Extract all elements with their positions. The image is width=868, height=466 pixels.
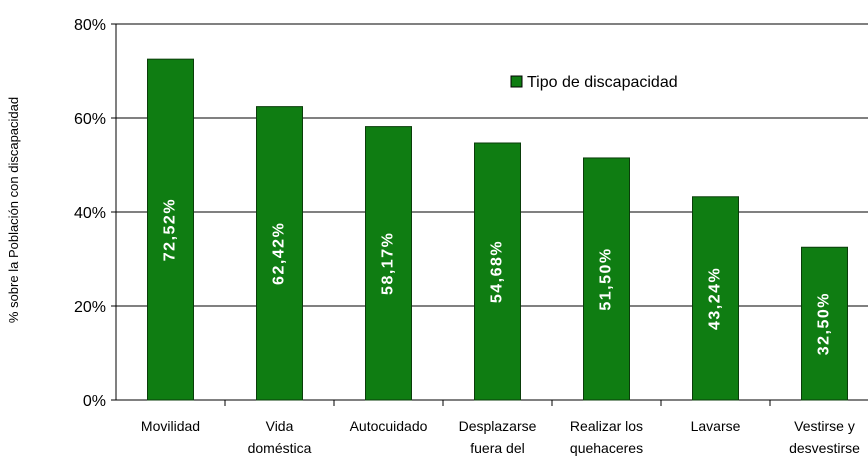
- y-tick-label: 0%: [83, 393, 106, 410]
- value-label: 51,50%: [598, 247, 615, 310]
- y-tick-label: 40%: [74, 205, 106, 222]
- x-tick-label: Movilidad: [141, 418, 200, 434]
- y-tick-label: 80%: [74, 17, 106, 34]
- legend-swatch: [511, 76, 522, 87]
- chart: % sobre la Población con discapacidad 0%…: [0, 0, 868, 466]
- value-label: 58,17%: [380, 232, 397, 295]
- value-label: 32,50%: [816, 292, 833, 355]
- y-tick-label: 60%: [74, 111, 106, 128]
- x-tick-label: Autocuidado: [350, 418, 428, 434]
- value-label: 54,68%: [489, 240, 506, 303]
- y-axis-label: % sobre la Población con discapacidad: [6, 97, 21, 323]
- value-label: 43,24%: [707, 267, 724, 330]
- y-tick-label: 20%: [74, 299, 106, 316]
- x-tick-label: Lavarse: [691, 418, 741, 434]
- value-label: 72,52%: [162, 198, 179, 261]
- value-label: 62,42%: [271, 222, 288, 285]
- legend-label: Tipo de discapacidad: [527, 74, 678, 91]
